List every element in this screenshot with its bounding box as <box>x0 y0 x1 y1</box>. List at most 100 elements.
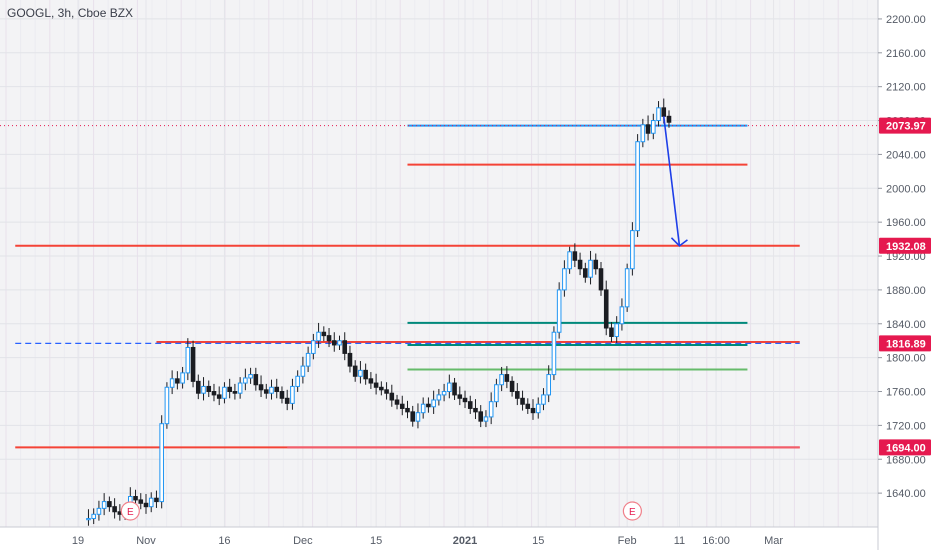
candle-body <box>598 268 604 291</box>
candle-body <box>635 141 640 232</box>
time-tick-label: Feb <box>618 535 637 547</box>
candle-body <box>185 346 191 374</box>
price-tick-label: 2000.00 <box>886 183 926 195</box>
candle-body <box>316 331 321 342</box>
forecast-arrowhead[interactable] <box>670 237 688 247</box>
time-tick-label: 15 <box>532 535 544 547</box>
earnings-marker[interactable] <box>120 501 140 521</box>
candle-body <box>452 382 457 396</box>
time-axis-pane[interactable] <box>0 527 878 550</box>
candle-body <box>195 380 201 394</box>
candle-body <box>368 378 374 384</box>
candle-body <box>321 331 327 337</box>
earnings-marker-label: E <box>629 507 636 518</box>
candle-body <box>352 365 358 377</box>
price-marker[interactable] <box>879 335 931 352</box>
candle-body <box>222 386 227 399</box>
candle-body <box>311 340 316 354</box>
candle-body <box>572 251 578 261</box>
candle-body <box>640 124 646 143</box>
candle-body <box>488 401 494 418</box>
candle-body <box>666 115 672 123</box>
candle-body <box>201 385 206 394</box>
price-marker[interactable] <box>879 237 931 254</box>
candle-body <box>447 382 452 393</box>
candle-body <box>133 496 138 501</box>
candle-body <box>441 391 447 396</box>
candle-body <box>232 391 238 394</box>
candle-body <box>248 374 253 379</box>
candle-body <box>556 289 562 333</box>
price-tick-label: 1800.00 <box>886 353 926 365</box>
candle-body <box>347 352 353 367</box>
candle-body <box>593 259 599 270</box>
price-tick-label: 2040.00 <box>886 149 926 161</box>
candle-body <box>363 369 368 380</box>
candle-body <box>206 385 212 393</box>
candle-body <box>331 340 337 346</box>
candle-body <box>227 386 232 393</box>
price-axis-pane[interactable] <box>878 0 932 550</box>
time-tick-label: Dec <box>293 535 313 547</box>
price-tick-label: 1920.00 <box>886 251 926 263</box>
earnings-marker[interactable] <box>622 501 642 521</box>
candle-body <box>426 403 431 408</box>
price-tick-label: 2120.00 <box>886 82 926 94</box>
candle-body <box>211 391 217 396</box>
candle-body <box>656 107 661 122</box>
time-tick-label: 19 <box>72 535 84 547</box>
candle-body <box>216 394 222 399</box>
candle-body <box>300 365 306 377</box>
price-tick-label: 1760.00 <box>886 387 926 399</box>
candle-body <box>190 346 196 382</box>
candle-body <box>337 340 342 346</box>
candle-body <box>457 394 463 399</box>
candle-body <box>478 411 484 422</box>
time-tick-label: Nov <box>136 535 156 547</box>
candle-body <box>399 403 405 409</box>
price-tick-label: 2200.00 <box>886 14 926 26</box>
price-tick-label: 1680.00 <box>886 454 926 466</box>
time-tick-label: 15 <box>370 535 382 547</box>
candle-body <box>148 497 154 508</box>
price-tick-label: 1840.00 <box>886 319 926 331</box>
time-tick-label: Mar <box>764 535 783 547</box>
candle-body <box>379 386 384 391</box>
earnings-marker-label: E <box>127 507 134 518</box>
price-tick-label: 1960.00 <box>886 217 926 229</box>
candle-body <box>630 230 635 270</box>
candle-body <box>295 375 300 387</box>
candle-body <box>86 518 91 521</box>
candle-body <box>269 386 274 394</box>
candle-body <box>284 397 290 404</box>
price-tick-label: 1640.00 <box>886 488 926 500</box>
price-tick-label: 1720.00 <box>886 420 926 432</box>
price-marker[interactable] <box>879 439 931 456</box>
candle-body <box>237 382 243 394</box>
candle-body <box>384 389 389 394</box>
candle-body <box>520 397 525 405</box>
candle-body <box>588 259 593 278</box>
price-marker[interactable] <box>879 117 931 134</box>
candle-body <box>405 407 410 413</box>
candle-body <box>515 391 520 399</box>
symbol-title[interactable]: GOOGL, 3h, Cboe BZX <box>7 6 134 20</box>
candle-body <box>603 289 609 329</box>
candle-body <box>274 386 280 393</box>
candle-body <box>619 306 625 325</box>
candle-body <box>577 259 583 270</box>
candle-body <box>389 392 395 401</box>
forecast-arrow[interactable] <box>662 116 681 246</box>
price-marker-label: 2073.97 <box>886 121 926 133</box>
candle-body <box>112 506 117 513</box>
time-tick-label: 2021 <box>453 535 477 547</box>
time-tick-label: 16 <box>218 535 230 547</box>
candle-body <box>358 369 363 377</box>
candle-body <box>107 501 112 508</box>
candle-body <box>138 499 144 504</box>
time-tick-label: 11 <box>674 535 685 547</box>
candle-body <box>342 340 348 354</box>
price-marker-label: 1694.00 <box>886 442 926 454</box>
